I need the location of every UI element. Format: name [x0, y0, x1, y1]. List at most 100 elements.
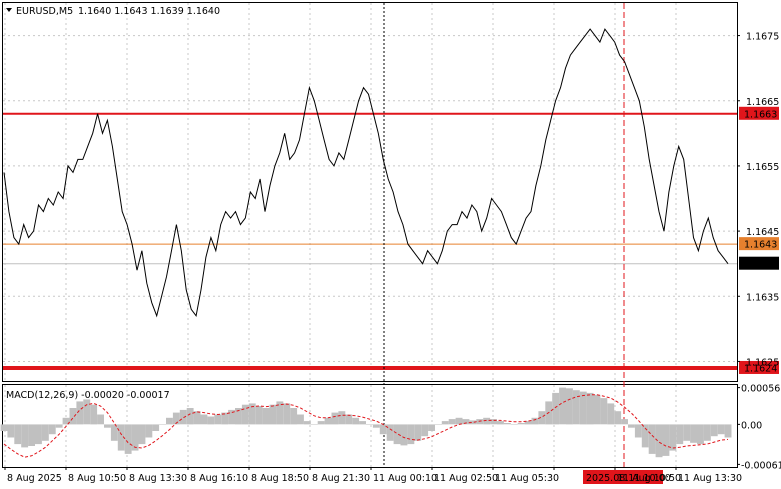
macd-tick-label: -0.00061 [741, 460, 781, 471]
macd-histogram-bar [207, 416, 215, 425]
time-axis: 8 Aug 2025 8 Aug 10:50 8 Aug 13:30 8 Aug 16… [4, 467, 742, 484]
macd-histogram-bar [90, 404, 98, 425]
macd-histogram-bar [338, 411, 346, 425]
time-tick-label: 11 Aug 00:10 [373, 473, 437, 484]
macd-histogram-bar [697, 424, 704, 445]
macd-histogram-bar [421, 424, 429, 437]
macd-histogram-bar [559, 387, 566, 425]
macd-histogram-bar [172, 412, 180, 425]
macd-label: MACD(12,26,9) -0.00020 -0.00017 [6, 390, 170, 401]
macd-histogram-bar [710, 424, 718, 437]
price-tick-label: 1.1625 [746, 357, 779, 368]
macd-histogram-bar [703, 424, 711, 441]
price-tick-label: 1.1635 [746, 292, 779, 303]
price-line [3, 28, 729, 318]
dropdown-triangle-icon[interactable] [6, 8, 12, 12]
macd-histogram-bar [455, 417, 463, 425]
macd-histogram-bar [414, 424, 422, 441]
macd-tick-label: 0.00 [741, 420, 762, 431]
macd-histogram-bar [600, 398, 608, 425]
macd-histogram-bar [621, 419, 628, 425]
macd-histogram-bar [331, 412, 339, 425]
macd-histogram-bar [41, 424, 49, 441]
macd-histogram-bar [28, 424, 35, 446]
level-label: 1.1624 [744, 363, 777, 374]
macd-histogram-bar [131, 424, 139, 451]
time-tick-label: 8 Aug 2025 [7, 473, 62, 484]
macd-histogram-bar [538, 411, 546, 425]
macd-histogram-bar [359, 421, 366, 425]
macd-histogram-bar [255, 406, 263, 425]
macd-histogram-bar [386, 424, 394, 441]
macd-histogram-bar [628, 424, 635, 428]
level-label-box [739, 256, 779, 270]
macd-histogram-bar [200, 414, 208, 425]
macd-histogram-bar [503, 423, 511, 425]
macd-histogram-bar [48, 424, 56, 435]
time-tick-label: 11 Aug 13:30 [678, 473, 742, 484]
time-tick-label: 11 Aug 02:50 [434, 473, 498, 484]
macd-histogram-bar [221, 412, 229, 425]
macd-histogram-bar [235, 408, 242, 425]
macd-histogram-bar [21, 424, 29, 448]
horizontal-levels: 1.1663 1.1643 1.1640 1.1624 [3, 106, 779, 374]
macd-histogram-bar [641, 424, 649, 448]
macd-histogram-bar [0, 424, 8, 431]
macd-histogram-bar [407, 424, 415, 445]
macd-histogram-bar [83, 399, 91, 425]
symbol-label: EURUSD,M5 [16, 6, 73, 17]
time-tick-label: 11 Aug 05:30 [495, 473, 559, 484]
time-tick-label: 8 Aug 13:30 [129, 473, 187, 484]
macd-histogram-bar [462, 419, 470, 425]
macd-histogram-bar [283, 403, 291, 425]
macd-histogram-bar [317, 421, 325, 425]
macd-histogram-bar [372, 424, 380, 428]
macd-histogram-bar [683, 424, 691, 441]
macd-histogram-bar [517, 423, 525, 425]
macd-histogram-bar [345, 414, 353, 425]
macd-histogram-bar [7, 424, 15, 438]
macd-histogram-bar [669, 424, 677, 451]
macd-histogram-bar [124, 424, 132, 454]
level-label: 1.1643 [744, 240, 777, 251]
macd-histogram-bar [76, 401, 84, 425]
price-panel [2, 2, 738, 382]
macd-histogram-bar [379, 424, 387, 435]
macd-histogram-bar [117, 424, 125, 451]
macd-histogram-bar [366, 424, 373, 425]
price-series [3, 28, 729, 318]
macd-signal-line [3, 394, 729, 458]
macd-histogram-bar [97, 414, 104, 425]
macd-histogram-bar [69, 408, 77, 425]
price-tick-label: 1.1655 [746, 162, 779, 173]
macd-histogram-bar [152, 424, 160, 431]
level-label-box [739, 237, 779, 251]
macd-histogram-bar [186, 408, 194, 425]
macd-histogram-bar [448, 419, 456, 425]
macd-histogram-bar [159, 424, 166, 425]
macd-histogram-bar [290, 408, 298, 425]
macd-histogram-bar [662, 424, 670, 456]
level-label-box [739, 360, 779, 374]
macd-histogram-bar [490, 419, 497, 425]
macd-tick-label: 0.00056 [741, 384, 780, 395]
time-tick-label: 8 Aug 21:30 [312, 473, 370, 484]
macd-histogram-bar [655, 424, 663, 458]
macd-histogram-bar [193, 411, 201, 425]
macd-histogram-bar [262, 408, 270, 425]
macd-histogram-bar [228, 409, 235, 425]
macd-histogram-bar [324, 417, 332, 425]
macd-histogram-bar [724, 424, 732, 438]
chart-header: EURUSD,M5 1.1640 1.1643 1.1639 1.1640 [6, 6, 220, 17]
macd-histogram-bar [214, 414, 222, 425]
macd-histogram-bar [441, 421, 449, 425]
price-tick-label: 1.1665 [746, 97, 779, 108]
ohlc-label: 1.1640 1.1643 1.1639 1.1640 [78, 6, 220, 17]
macd-histogram-bar [62, 417, 70, 425]
macd-histogram-bar [524, 421, 532, 425]
macd-histogram-bar [469, 420, 477, 425]
macd-histogram-bar [104, 424, 111, 428]
time-tick-label-highlight: 2025.08.11 10:00 [586, 473, 671, 484]
time-highlight-box [583, 470, 663, 484]
macd-histogram-bar [579, 391, 587, 425]
